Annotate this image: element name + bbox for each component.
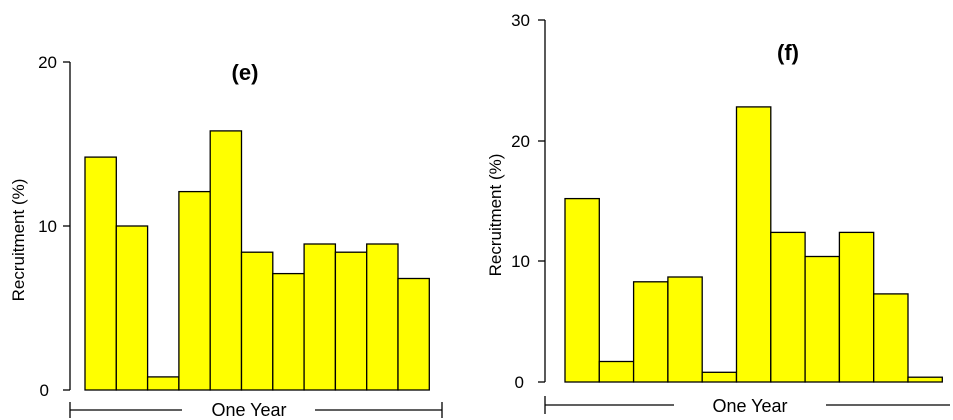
chart-f-bar-11 — [907, 376, 943, 383]
chart-f-bar-3 — [632, 281, 669, 383]
chart-f-bar-4 — [667, 276, 703, 383]
chart-f-panel-label: (f) — [777, 40, 799, 65]
chart-e-y-axis-label: Recruitment (%) — [9, 179, 28, 302]
chart-e-bar-3 — [146, 376, 180, 391]
chart-f: 30 20 10 0 Recruitment (%) (f) One Year — [486, 11, 950, 416]
chart-f-ytick-label-30: 30 — [511, 11, 530, 30]
chart-e-span-label: One Year — [211, 400, 286, 420]
chart-e: 20 10 0 Recruitment (%) (e) One Year — [9, 53, 443, 420]
chart-e-bars — [84, 130, 430, 391]
chart-e-bar-9 — [334, 251, 368, 391]
chart-e-bar-1 — [84, 156, 117, 391]
chart-e-bar-7 — [272, 272, 305, 391]
chart-e-ytick-label-20: 20 — [38, 53, 57, 72]
chart-e-ytick-label-0: 0 — [40, 381, 49, 400]
chart-f-ytick-label-10: 10 — [511, 252, 530, 271]
chart-f-bar-6 — [735, 106, 772, 383]
chart-f-y-axis-label: Recruitment (%) — [486, 154, 505, 277]
chart-f-bar-9 — [838, 231, 875, 383]
chart-f-bar-1 — [564, 197, 600, 383]
chart-f-bar-10 — [873, 293, 909, 383]
chart-f-ytick-label-20: 20 — [511, 132, 530, 151]
chart-e-bar-5 — [209, 130, 243, 391]
chart-e-bar-2 — [115, 225, 149, 391]
chart-f-bar-8 — [804, 255, 841, 383]
chart-f-ytick-label-0: 0 — [515, 373, 524, 392]
chart-e-bar-8 — [303, 243, 337, 391]
chart-f-bar-7 — [770, 231, 806, 383]
chart-e-bar-4 — [178, 190, 211, 391]
chart-f-bar-2 — [598, 360, 635, 383]
chart-e-bar-11 — [397, 277, 430, 391]
chart-e-ytick-label-10: 10 — [38, 217, 57, 236]
chart-f-span-label: One Year — [712, 396, 787, 416]
chart-f-bar-5 — [701, 371, 738, 383]
chart-f-bars — [564, 106, 943, 383]
chart-e-panel-label: (e) — [232, 60, 259, 85]
chart-e-bar-6 — [240, 251, 274, 391]
chart-e-bar-10 — [366, 243, 399, 391]
